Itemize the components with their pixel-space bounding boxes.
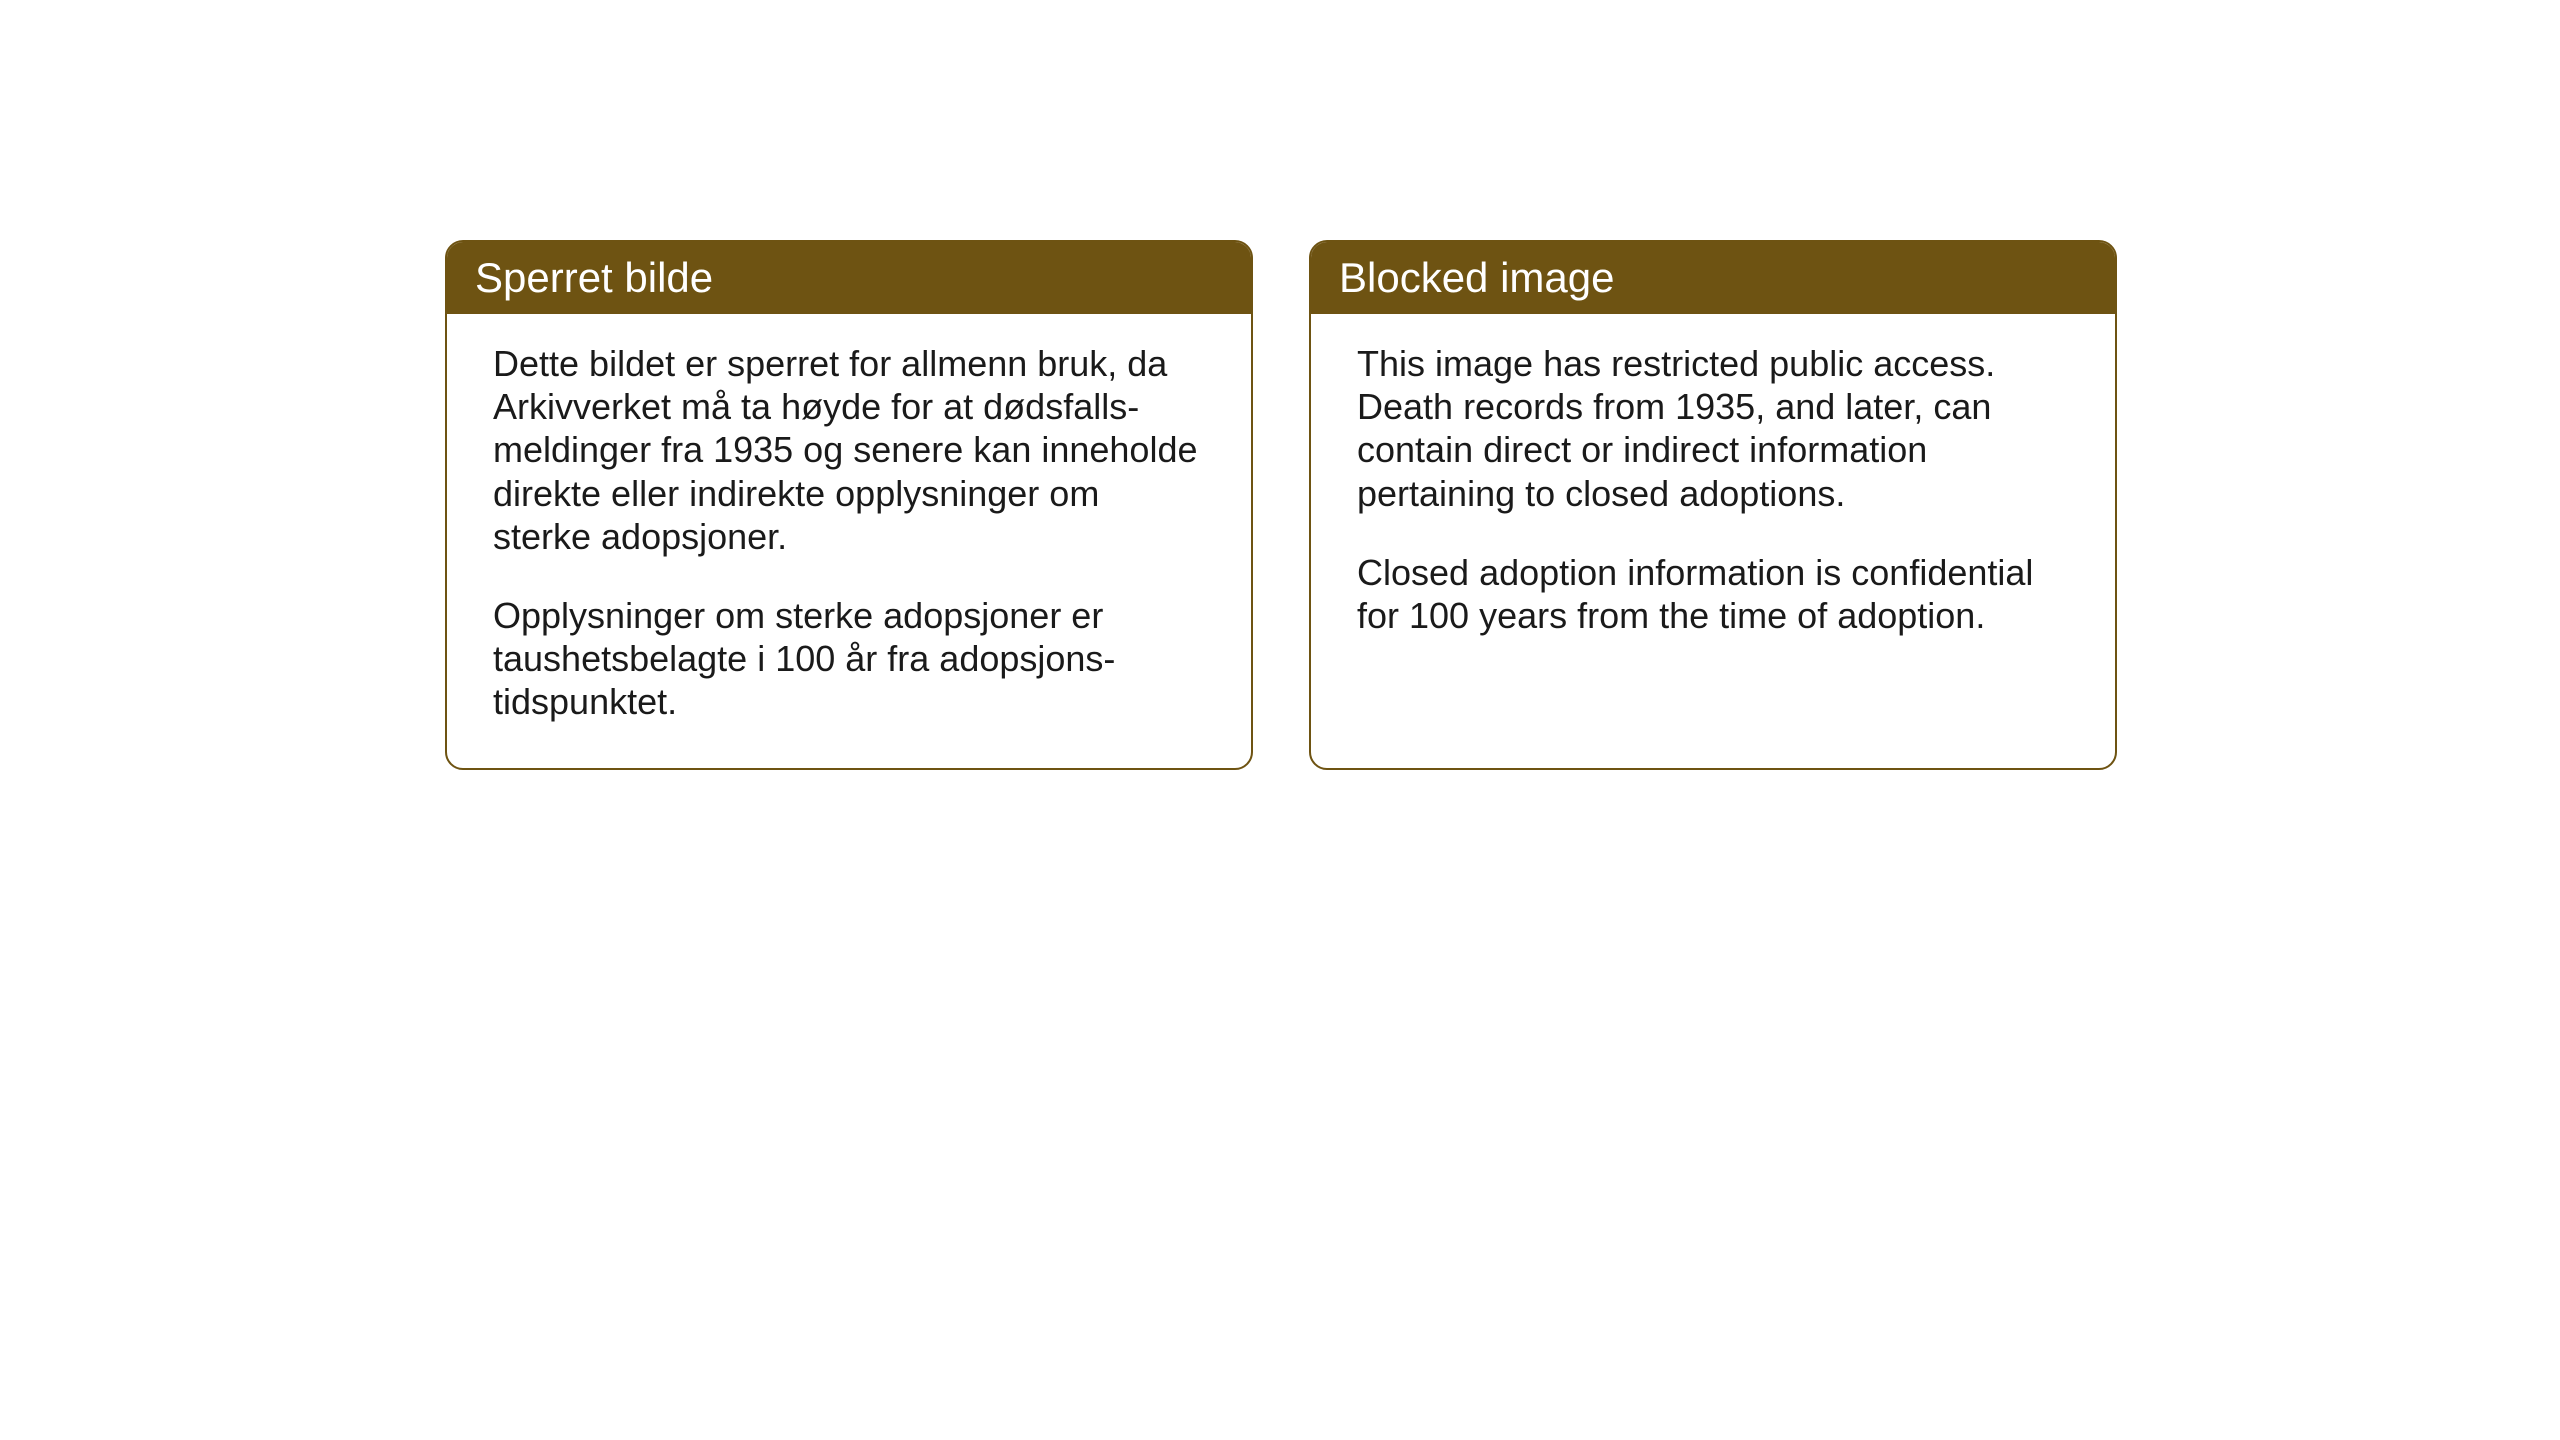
english-card-title: Blocked image <box>1311 242 2115 314</box>
norwegian-notice-card: Sperret bilde Dette bildet er sperret fo… <box>445 240 1253 770</box>
norwegian-paragraph-2: Opplysninger om sterke adopsjoner er tau… <box>493 594 1205 724</box>
notice-container: Sperret bilde Dette bildet er sperret fo… <box>445 240 2117 770</box>
norwegian-paragraph-1: Dette bildet er sperret for allmenn bruk… <box>493 342 1205 558</box>
norwegian-card-body: Dette bildet er sperret for allmenn bruk… <box>447 314 1251 768</box>
english-paragraph-1: This image has restricted public access.… <box>1357 342 2069 515</box>
norwegian-card-title: Sperret bilde <box>447 242 1251 314</box>
english-notice-card: Blocked image This image has restricted … <box>1309 240 2117 770</box>
english-card-body: This image has restricted public access.… <box>1311 314 2115 681</box>
english-paragraph-2: Closed adoption information is confident… <box>1357 551 2069 637</box>
